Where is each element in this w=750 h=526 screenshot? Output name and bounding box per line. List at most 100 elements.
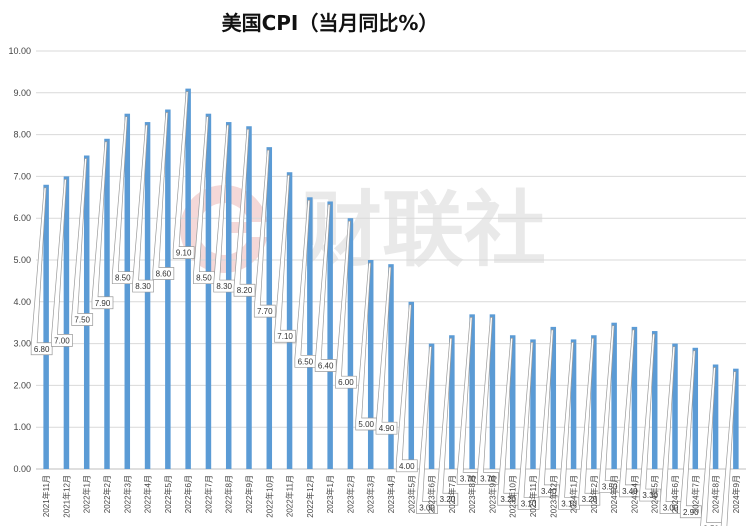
bar — [530, 339, 536, 469]
data-label: 4.90 — [375, 266, 398, 435]
y-tick-label: 7.00 — [13, 171, 31, 181]
data-label: 3.30 — [639, 333, 662, 502]
data-label: 6.50 — [294, 199, 317, 368]
data-label-text: 2.50 — [703, 525, 719, 526]
bar — [611, 322, 617, 469]
data-label-callout — [335, 220, 357, 389]
data-label-text: 3.20 — [500, 495, 516, 504]
data-label-text: 3.00 — [419, 504, 435, 513]
bar — [144, 122, 151, 469]
data-label: 3.20 — [436, 337, 459, 506]
bars — [43, 88, 739, 470]
x-tick-label: 2022年11月 — [285, 475, 295, 517]
data-label-text: 4.00 — [399, 462, 415, 471]
bar — [672, 343, 678, 469]
data-label-callout — [700, 367, 722, 526]
bar — [550, 326, 557, 469]
data-label-text: 6.40 — [318, 361, 334, 370]
data-label-text: 4.90 — [379, 424, 395, 433]
data-label-text: 8.50 — [196, 274, 212, 283]
y-tick-label: 0.00 — [13, 464, 31, 474]
x-tick-label: 2024年3月 — [609, 475, 619, 513]
x-tick-label: 2024年5月 — [650, 475, 660, 513]
data-label-callout — [294, 199, 317, 368]
x-tick-label: 2022年7月 — [203, 475, 213, 513]
x-tick-label: 2021年11月 — [41, 475, 51, 517]
x-tick-label: 2023年5月 — [406, 475, 416, 513]
data-label: 8.60 — [152, 112, 175, 280]
bar — [286, 172, 293, 469]
bar — [185, 88, 191, 470]
bar — [509, 335, 516, 469]
x-tick-label: 2022年9月 — [244, 475, 254, 513]
data-label-callout — [30, 187, 53, 356]
bar — [124, 113, 131, 469]
data-label: 5.00 — [355, 262, 378, 431]
x-tick-label: 2023年9月 — [487, 475, 497, 513]
data-label-callout — [213, 124, 236, 293]
bar — [692, 347, 699, 469]
data-label-text: 7.00 — [54, 336, 70, 345]
data-label: 6.80 — [30, 187, 53, 356]
x-tick-label: 2022年4月 — [143, 475, 153, 513]
y-tick-label: 10.00 — [8, 46, 31, 56]
data-label-callout — [456, 316, 479, 485]
y-tick-label: 5.00 — [13, 255, 31, 265]
data-label-text: 3.10 — [561, 499, 577, 508]
x-tick-label: 2022年5月 — [163, 475, 173, 513]
data-label-text: 3.70 — [480, 474, 496, 483]
bar — [327, 201, 333, 470]
bar — [225, 122, 232, 469]
bar — [449, 335, 455, 469]
data-label: 3.40 — [619, 329, 641, 498]
x-tick-label: 2023年11月 — [528, 475, 538, 517]
x-tick-label: 2023年2月 — [345, 475, 355, 513]
x-tick-label: 2022年6月 — [183, 475, 193, 513]
x-tick-label: 2022年3月 — [122, 475, 132, 513]
data-label-callout — [172, 91, 195, 259]
data-label-text: 8.30 — [216, 282, 232, 291]
data-label-text: 3.10 — [521, 499, 537, 508]
data-label: 8.50 — [193, 116, 215, 285]
bar — [428, 343, 435, 469]
data-label-text: 2.90 — [683, 508, 699, 517]
data-label-text: 3.50 — [602, 483, 618, 492]
data-label: 8.20 — [233, 128, 256, 297]
bar — [246, 126, 252, 470]
data-label: 6.40 — [314, 204, 337, 372]
data-label: 3.40 — [537, 329, 560, 498]
data-label: 8.30 — [132, 124, 154, 293]
data-label-text: 3.40 — [541, 487, 557, 496]
bar — [469, 314, 475, 469]
data-label-text: 8.20 — [237, 286, 253, 295]
data-label-callout — [71, 158, 94, 326]
bar — [347, 218, 354, 469]
data-label: 2.90 — [679, 350, 702, 519]
data-label: 4.00 — [395, 304, 418, 473]
y-tick-label: 3.00 — [13, 339, 31, 349]
bar — [63, 176, 70, 469]
data-label-callout — [619, 329, 641, 498]
data-label-callout — [314, 204, 337, 372]
bar — [733, 368, 739, 469]
bar — [408, 301, 415, 469]
x-tick-label: 2024年4月 — [629, 475, 639, 513]
x-tick-label: 2022年1月 — [82, 475, 92, 513]
data-label-callout — [659, 346, 682, 514]
y-tick-label: 1.00 — [13, 422, 31, 432]
x-tick-label: 2022年12月 — [305, 475, 315, 518]
data-label-callout — [193, 116, 215, 285]
data-label-callout — [497, 337, 520, 506]
bar — [712, 364, 719, 469]
y-tick-label: 4.00 — [13, 297, 31, 307]
x-tick-label: 2023年8月 — [467, 475, 477, 513]
bar — [367, 260, 374, 469]
data-label: 8.50 — [111, 116, 134, 285]
x-tick-label: 2024年1月 — [569, 475, 579, 513]
data-label-text: 7.90 — [95, 299, 111, 308]
data-label-text: 3.20 — [582, 495, 598, 504]
x-tick-label: 2023年12月 — [548, 475, 558, 518]
data-label-text: 3.20 — [440, 495, 456, 504]
data-label-callout — [598, 325, 621, 494]
data-label-callout — [132, 124, 154, 293]
